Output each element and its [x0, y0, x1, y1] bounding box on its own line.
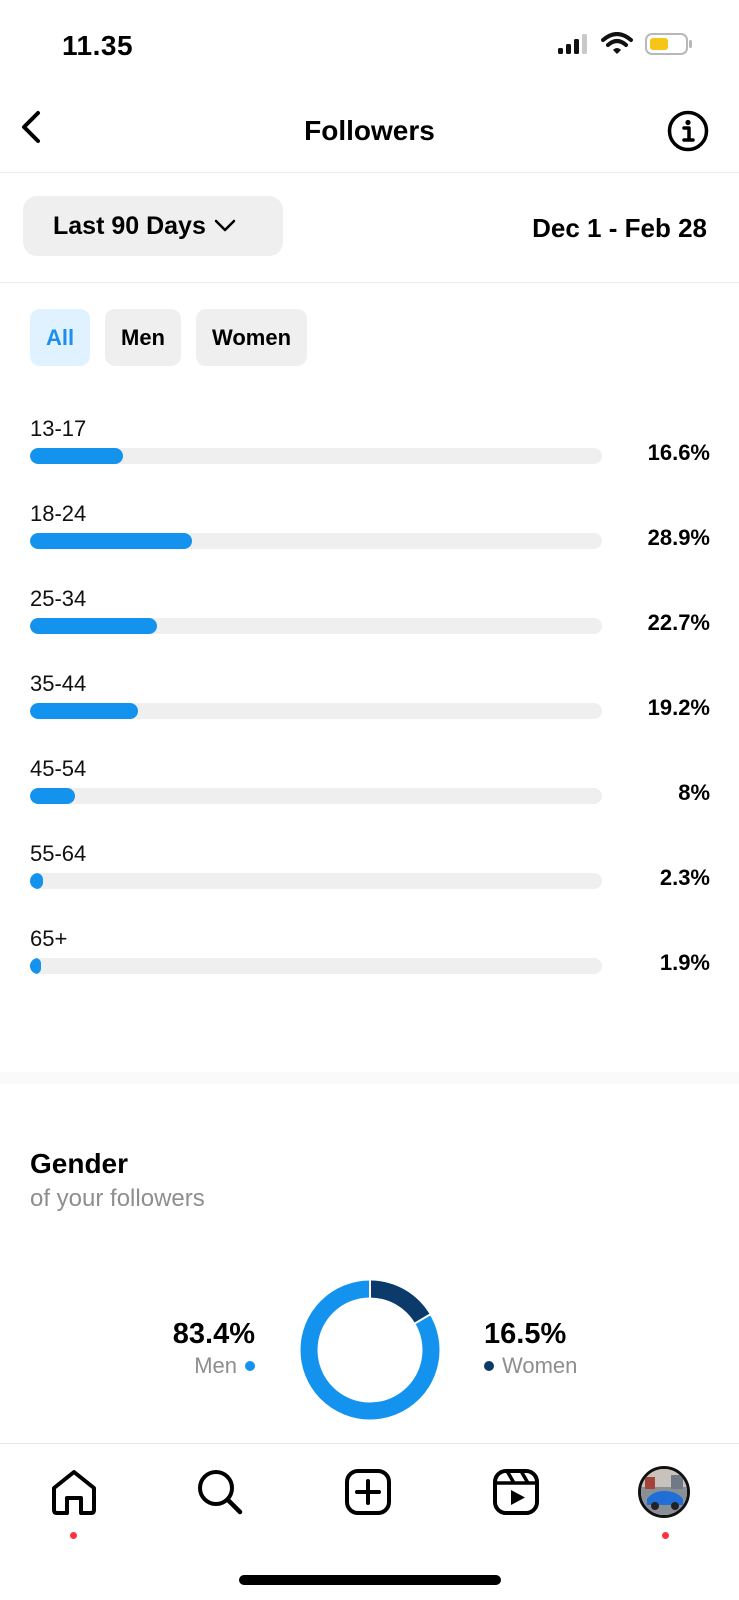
age-label: 13-17 [30, 416, 87, 441]
age-label: 65+ [30, 926, 68, 951]
battery-icon [645, 33, 692, 55]
age-bar-track [30, 533, 602, 549]
age-percent: 16.6% [647, 440, 710, 465]
profile-notification-dot [662, 1532, 669, 1539]
age-bar-fill [30, 703, 138, 719]
age-bar-track [30, 958, 602, 974]
women-percent: 16.5% [484, 1318, 567, 1350]
wifi-icon [601, 32, 633, 54]
date-range-dropdown[interactable]: Last 90 Days [23, 196, 283, 256]
age-bar-fill [30, 448, 124, 464]
reels-icon[interactable] [490, 1466, 542, 1518]
back-icon[interactable] [12, 107, 52, 147]
home-notification-dot [70, 1532, 77, 1539]
women-legend-dot [484, 1361, 494, 1371]
age-percent: 28.9% [647, 525, 710, 550]
age-percent: 8% [678, 780, 710, 805]
date-range-dates: Dec 1 - Feb 28 [532, 213, 707, 243]
bottom-tab-bar [0, 1443, 739, 1600]
gender-donut-chart [300, 1280, 440, 1420]
age-bar-fill [30, 958, 41, 974]
age-range-list: 13-17 16.6% 18-24 28.9% 25-34 22.7% 35-4… [30, 406, 710, 1001]
age-row-45-54: 45-54 8% [30, 746, 710, 831]
age-bar-track [30, 873, 602, 889]
status-time: 11.35 [62, 30, 134, 61]
age-label: 45-54 [30, 756, 87, 781]
men-percent: 83.4% [172, 1318, 255, 1350]
filter-all[interactable]: All [30, 309, 90, 366]
donut-separator [410, 1313, 431, 1327]
status-bar: 11.35 [0, 0, 739, 90]
home-icon[interactable] [48, 1466, 100, 1518]
home-indicator [239, 1575, 501, 1585]
age-row-13-17: 13-17 16.6% [30, 406, 710, 491]
men-label: Men [194, 1353, 237, 1378]
status-icons [557, 32, 693, 56]
date-range-bar: Last 90 Days Dec 1 - Feb 28 [0, 173, 739, 283]
age-label: 18-24 [30, 501, 87, 526]
page-title: Followers [304, 115, 435, 146]
age-label: 25-34 [30, 586, 87, 611]
age-bar-track [30, 618, 602, 634]
nav-bar: Followers [0, 95, 739, 173]
age-bar-fill [30, 873, 43, 889]
filter-women[interactable]: Women [196, 309, 308, 366]
date-range-label: Last 90 Days [53, 211, 206, 240]
women-label: Women [502, 1353, 578, 1378]
age-row-18-24: 18-24 28.9% [30, 491, 710, 576]
profile-avatar[interactable] [638, 1466, 690, 1518]
age-percent: 19.2% [647, 695, 710, 720]
gender-men-stat: 83.4% Men [173, 1318, 255, 1379]
age-label: 35-44 [30, 671, 87, 696]
age-row-65-plus: 65+ 1.9% [30, 916, 710, 1001]
gender-subtitle: of your followers [30, 1185, 205, 1212]
age-row-55-64: 55-64 2.3% [30, 831, 710, 916]
age-bar-track [30, 703, 602, 719]
age-row-25-34: 25-34 22.7% [30, 576, 710, 661]
age-label: 55-64 [30, 841, 87, 866]
search-icon[interactable] [194, 1466, 246, 1518]
section-divider [0, 1072, 739, 1084]
age-bar-fill [30, 618, 158, 634]
create-icon[interactable] [342, 1466, 394, 1518]
age-bar-fill [30, 788, 75, 804]
chevron-down-icon [214, 219, 236, 232]
gender-women-stat: 16.5% Women [484, 1318, 577, 1379]
info-icon[interactable] [667, 110, 709, 152]
age-percent: 2.3% [659, 865, 710, 890]
profile-photo [641, 1469, 687, 1515]
gender-title: Gender [30, 1148, 129, 1179]
age-bar-track [30, 788, 602, 804]
age-row-35-44: 35-44 19.2% [30, 661, 710, 746]
audience-filter: All Men Women [30, 309, 308, 366]
age-percent: 22.7% [647, 610, 710, 635]
age-bar-fill [30, 533, 192, 549]
signal-icon [558, 34, 587, 54]
filter-men[interactable]: Men [105, 309, 181, 366]
men-legend-dot [245, 1361, 255, 1371]
age-bar-track [30, 448, 602, 464]
age-percent: 1.9% [659, 950, 710, 975]
